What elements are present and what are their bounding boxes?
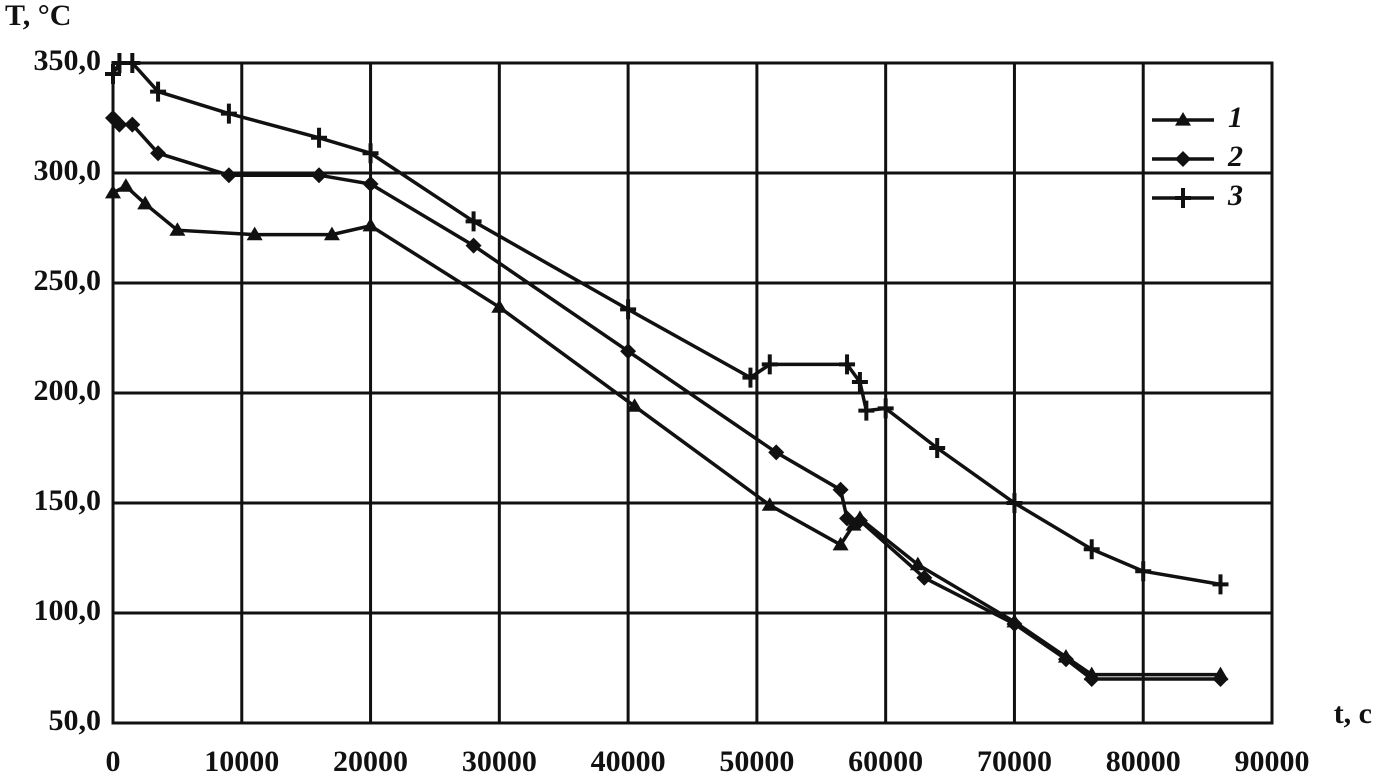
series-line [111, 61, 1221, 587]
marker [362, 176, 379, 192]
marker [465, 237, 482, 254]
x-tick-label: 50000 [719, 745, 794, 778]
marker [1006, 493, 1023, 513]
marker [1135, 561, 1152, 582]
x-tick-label: 30000 [462, 745, 537, 778]
marker [1006, 616, 1023, 632]
marker [124, 53, 141, 73]
marker [839, 354, 856, 375]
marker [117, 178, 134, 192]
marker [851, 372, 868, 392]
marker [768, 444, 785, 461]
marker [832, 481, 849, 498]
marker [1175, 151, 1191, 167]
marker [1175, 188, 1191, 208]
x-tick-label: 90000 [1235, 745, 1310, 778]
marker [742, 367, 759, 388]
y-tick-label: 200,0 [34, 374, 102, 407]
marker [105, 184, 121, 199]
marker [323, 226, 340, 241]
marker [1212, 574, 1229, 595]
legend-label: 2 [1227, 140, 1243, 173]
marker [620, 299, 637, 320]
marker [877, 398, 894, 419]
y-tick-label: 100,0 [34, 594, 102, 627]
marker [761, 354, 778, 375]
marker [362, 217, 379, 232]
series-line [111, 116, 1221, 681]
x-tick-label: 60000 [848, 745, 923, 778]
marker [150, 145, 167, 162]
series-line [112, 184, 1221, 677]
x-tick-label: 10000 [204, 745, 279, 778]
marker [1083, 671, 1100, 687]
y-tick-label: 350,0 [34, 44, 102, 77]
marker [858, 400, 875, 421]
marker [169, 222, 186, 236]
x-tick-label: 70000 [977, 745, 1052, 778]
marker [1175, 112, 1191, 126]
y-tick-label: 250,0 [34, 264, 102, 297]
legend-label: 1 [1228, 101, 1243, 134]
marker [1212, 671, 1229, 687]
y-axis-label: T, °C [5, 0, 71, 32]
x-tick-label: 40000 [591, 745, 666, 778]
x-tick-label: 80000 [1106, 745, 1181, 778]
y-tick-label: 50,0 [49, 704, 102, 737]
marker [832, 536, 849, 551]
marker [220, 167, 237, 184]
marker [150, 81, 167, 102]
marker [916, 569, 933, 586]
marker [1057, 651, 1074, 668]
y-tick-label: 150,0 [34, 484, 102, 517]
marker [465, 211, 482, 232]
legend-label: 3 [1227, 179, 1243, 212]
marker [761, 497, 778, 511]
marker [491, 299, 508, 313]
marker [1083, 539, 1100, 560]
marker [246, 226, 263, 241]
marker [220, 103, 237, 124]
x-tick-label: 20000 [333, 745, 408, 778]
y-tick-label: 300,0 [34, 154, 102, 187]
marker [111, 116, 128, 133]
marker [137, 195, 154, 210]
x-tick-label: 0 [106, 745, 121, 778]
marker [311, 167, 328, 184]
marker [626, 398, 643, 412]
marker [362, 143, 379, 164]
marker [105, 64, 121, 84]
marker [311, 127, 328, 148]
marker [124, 116, 141, 133]
marker [620, 343, 637, 360]
marker [839, 510, 856, 527]
marker [851, 512, 868, 529]
marker [929, 438, 946, 458]
x-axis-label: t, c [1334, 697, 1372, 730]
